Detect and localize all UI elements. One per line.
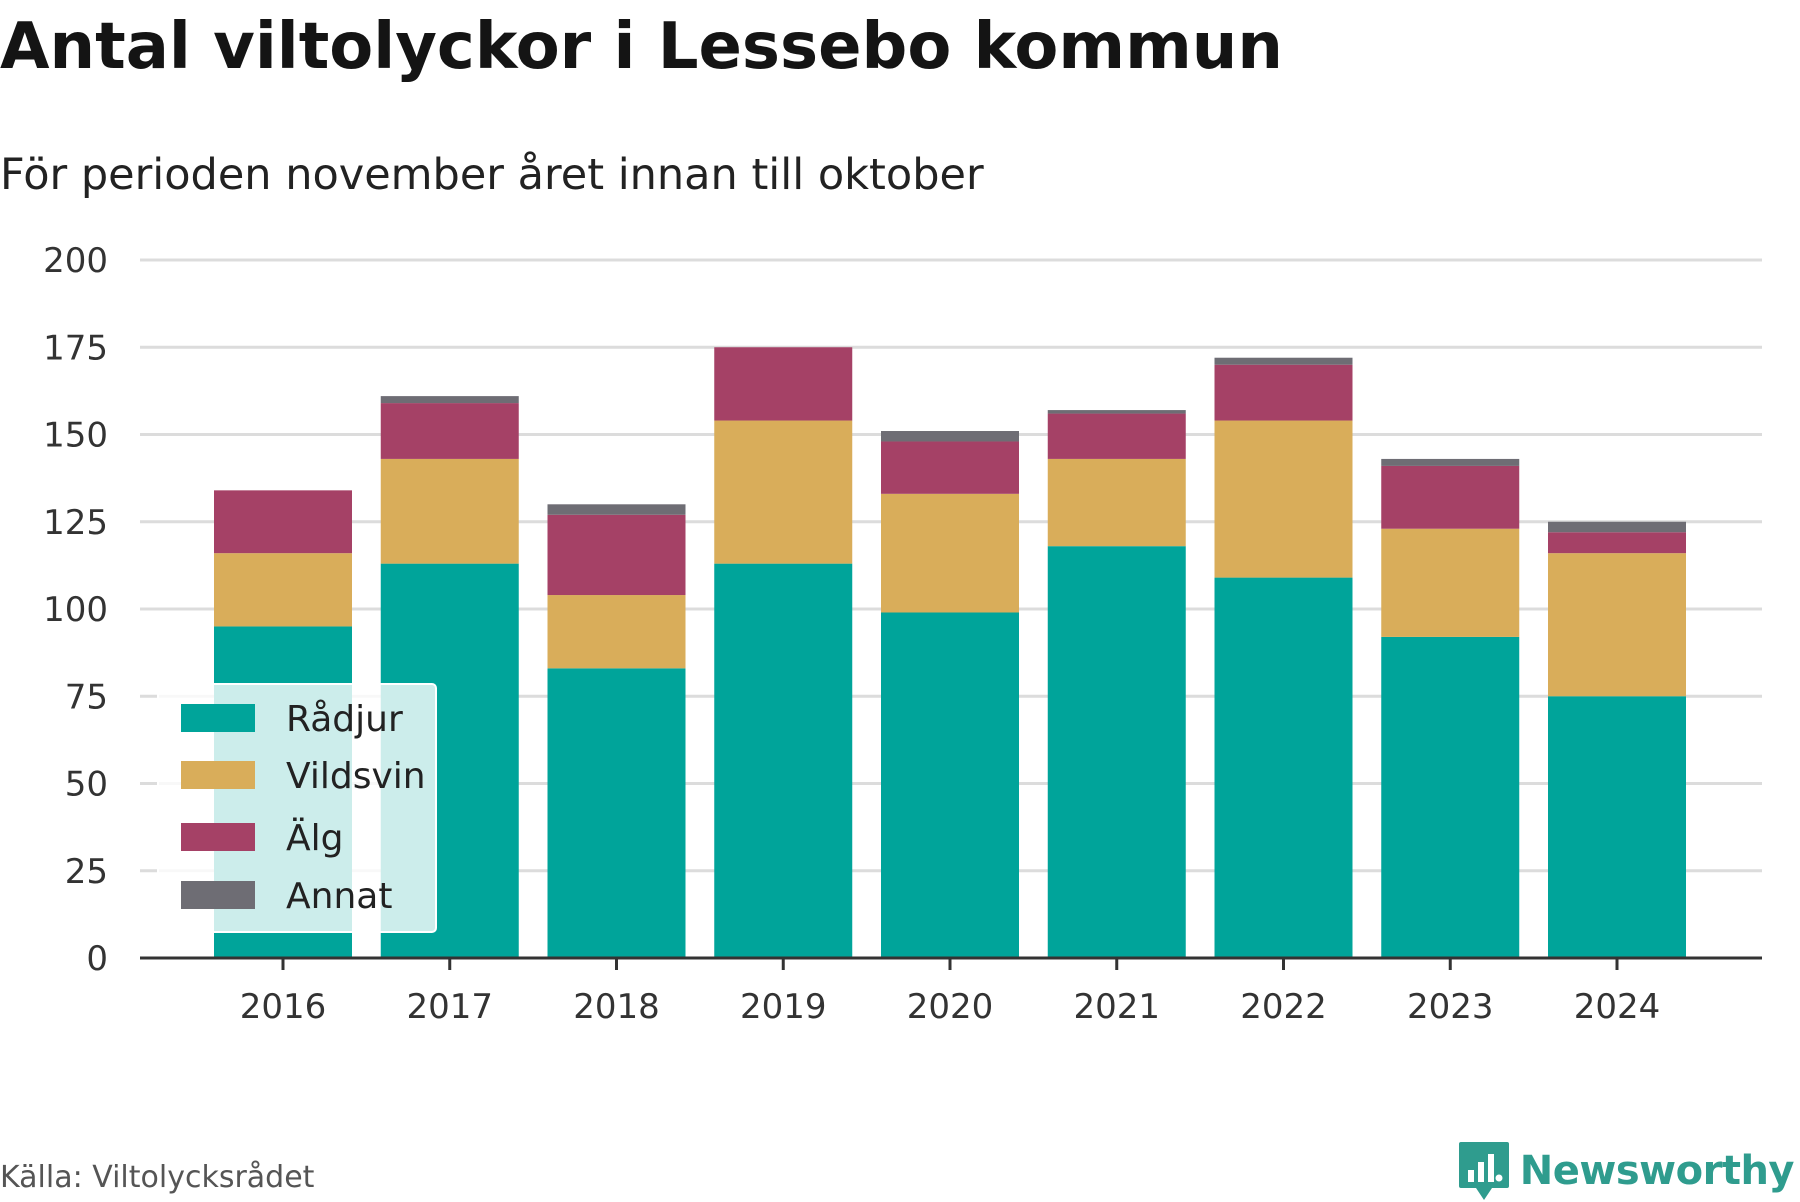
y-tick-label: 150 [43,416,108,456]
bar-segment [380,403,519,459]
bar-segment [1214,577,1353,958]
bar-segment [1047,410,1186,414]
bar-segment [714,563,853,958]
x-tick-label: 2021 [1073,987,1160,1027]
bar-segment [714,347,853,421]
brand-logo: Newsworthy [1458,1140,1795,1202]
x-axis [140,956,1762,970]
x-tick-label: 2017 [406,987,493,1027]
bar-segment [1381,528,1520,637]
bar-segment [1214,357,1353,365]
legend-label: Älg [286,817,343,859]
legend-label: Annat [286,876,392,917]
bar-chart-speech-bubble-icon [1458,1142,1509,1200]
x-tick-label: 2020 [907,987,994,1027]
bar-segment [881,441,1019,494]
x-tick-label: 2023 [1407,987,1494,1027]
y-axis-tick-labels: 0 25 50 75 100 125 150 175 200 [43,241,108,979]
bar-segment [380,396,519,404]
legend-label: Rådjur [286,699,403,740]
bar-segment [1548,532,1686,554]
bar-segment [1381,465,1520,529]
bar-segment [1047,413,1186,459]
bar-segment [881,431,1019,442]
bar-segment [1214,364,1353,421]
bar-segment [380,458,519,564]
bar-segment [214,490,352,554]
x-axis-tick-labels: 2016 2017 2018 2019 2020 2021 2022 2023 2024 [240,987,1661,1027]
bar-segment [1548,521,1686,533]
brand-name: Newsworthy [1519,1148,1795,1194]
bar-segment [1214,420,1353,578]
legend-label: Vildsvin [286,756,426,797]
legend: Rådjur Vildsvin Älg Annat [157,683,437,933]
bar-segment [1047,458,1186,547]
x-tick-label: 2024 [1574,987,1661,1027]
bar-segment [547,504,686,515]
x-tick-label: 2022 [1240,987,1327,1027]
bar-segment [881,612,1019,958]
chart-title: Antal viltolyckor i Lessebo kommun [0,10,1283,84]
bar-segment [214,553,352,627]
source-note: Källa: Viltolycksrådet [0,1160,315,1195]
y-tick-label: 200 [43,241,108,281]
x-tick-label: 2018 [573,987,660,1027]
bar-segment [547,668,686,958]
legend-swatch [181,881,255,909]
y-tick-label: 25 [65,852,108,892]
y-tick-label: 0 [86,939,108,979]
y-tick-label: 50 [65,765,108,805]
bar-segment [881,493,1019,613]
bar-segment [1548,553,1686,697]
y-tick-label: 100 [43,590,108,630]
bar-segment [1548,696,1686,958]
legend-swatch [181,704,255,732]
y-tick-label: 125 [43,503,108,543]
y-tick-label: 175 [43,328,108,368]
legend-swatch [181,761,255,789]
bar-segment [1381,636,1520,958]
bar-segment [714,420,853,564]
x-tick-label: 2019 [740,987,827,1027]
bars [214,347,1686,958]
bar-segment [1381,458,1520,466]
bar-segment [547,595,686,669]
bar-segment [1047,546,1186,958]
y-tick-label: 75 [65,677,108,717]
chart-subtitle: För perioden november året innan till ok… [0,150,984,200]
x-tick-label: 2016 [240,987,327,1027]
legend-box [157,683,437,933]
legend-swatch [181,823,255,851]
bar-segment [547,514,686,596]
